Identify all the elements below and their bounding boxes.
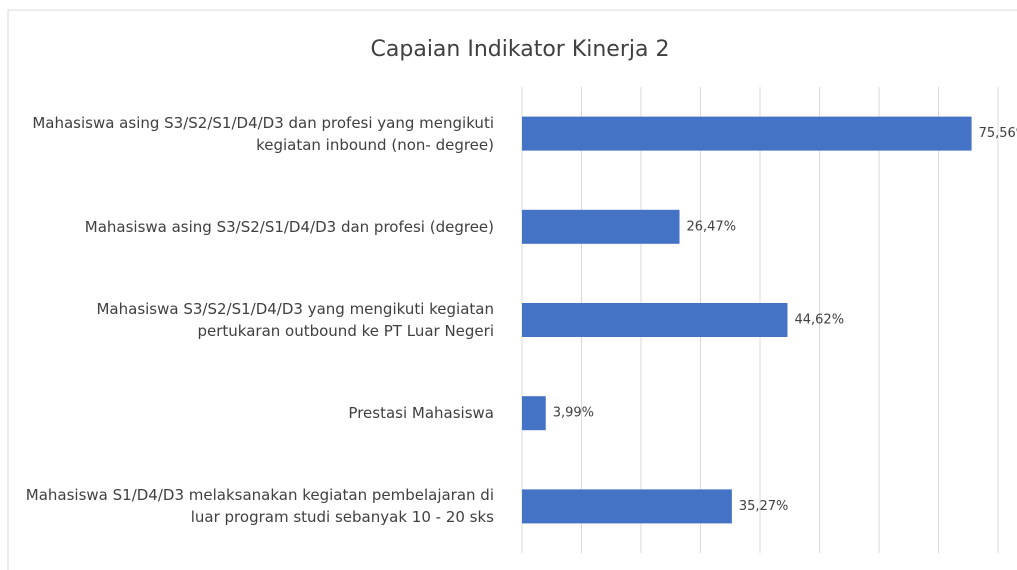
chart-title: Capaian Indikator Kinerja 2 xyxy=(371,37,670,62)
data-label: 26,47% xyxy=(686,219,736,234)
category-label: Mahasiswa asing S3/S2/S1/D4/D3 dan profe… xyxy=(84,217,494,236)
data-label: 3,99% xyxy=(553,406,594,421)
data-label: 75,56% xyxy=(979,126,1017,141)
bar xyxy=(522,116,972,151)
category-label: Mahasiswa S1/D4/D3 melaksanakan kegiatan… xyxy=(25,486,494,527)
category-label: Mahasiswa asing S3/S2/S1/D4/D3 dan profe… xyxy=(32,113,494,154)
data-label: 35,27% xyxy=(739,499,789,514)
bar xyxy=(522,489,732,524)
category-label: Prestasi Mahasiswa xyxy=(348,404,494,423)
bar xyxy=(522,303,788,337)
chart-frame xyxy=(7,9,1017,570)
bar xyxy=(522,209,680,244)
data-label: 44,62% xyxy=(794,313,844,328)
category-label: Mahasiswa S3/S2/S1/D4/D3 yang mengikuti … xyxy=(96,299,494,340)
bar xyxy=(522,396,546,431)
